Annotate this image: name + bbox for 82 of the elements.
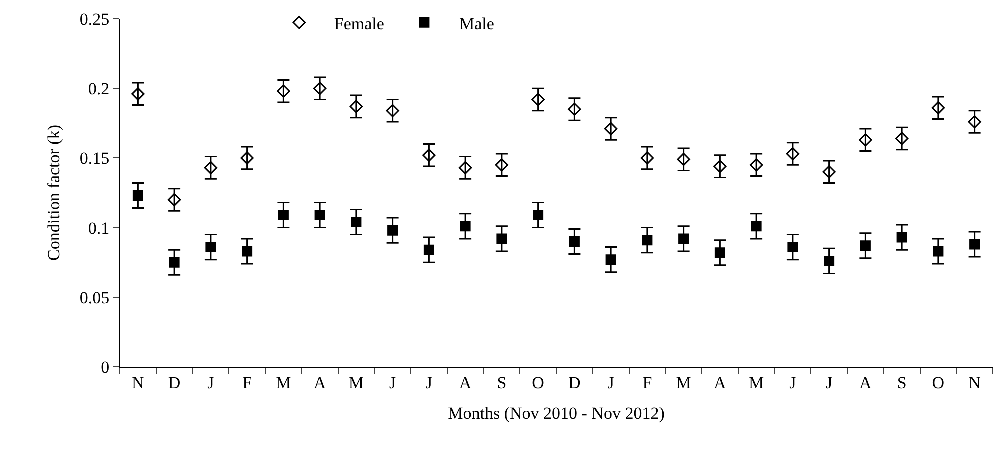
point <box>896 232 908 243</box>
x-tick-label: S <box>897 373 907 392</box>
y-tick-label: 0.2 <box>88 80 110 99</box>
point <box>895 132 909 146</box>
point <box>678 234 690 244</box>
x-tick-label: F <box>242 373 252 392</box>
x-tick-label: J <box>826 373 833 392</box>
x-tick-label: J <box>790 373 797 392</box>
point <box>240 152 254 165</box>
point <box>714 248 726 258</box>
point <box>424 244 434 256</box>
x-tick-label: M <box>748 373 764 392</box>
point <box>386 104 400 118</box>
point <box>422 148 436 162</box>
point <box>532 93 545 106</box>
point <box>460 221 471 232</box>
x-tick-label: N <box>968 373 981 392</box>
point <box>168 193 182 207</box>
point <box>458 161 472 175</box>
point <box>968 115 982 129</box>
y-tick-label: 0 <box>101 358 110 377</box>
point <box>932 101 946 115</box>
point <box>933 246 944 257</box>
x-tick-label: S <box>497 373 507 392</box>
point <box>604 122 618 136</box>
x-tick-label: F <box>642 373 652 392</box>
point <box>132 190 144 202</box>
x-tick-label: D <box>168 373 181 392</box>
point <box>750 158 764 172</box>
point <box>351 216 362 228</box>
x-tick-label: J <box>608 373 615 392</box>
point <box>786 147 800 161</box>
legend-label: Female <box>334 14 384 34</box>
point <box>822 166 836 179</box>
x-axis-title: Months (Nov 2010 - Nov 2012) <box>448 404 665 423</box>
point <box>278 210 289 221</box>
x-tick-label: A <box>860 373 873 392</box>
y-axis-title: Condition factor (k) <box>44 125 64 261</box>
point <box>860 240 871 252</box>
point <box>606 254 616 266</box>
point <box>350 100 364 114</box>
point <box>569 236 580 247</box>
point <box>495 158 509 172</box>
point <box>132 88 145 101</box>
x-tick-label: O <box>932 373 945 392</box>
x-tick-label: J <box>426 373 433 392</box>
y-tick-label: 0.05 <box>80 288 110 308</box>
point <box>313 82 327 96</box>
x-tick-label: M <box>676 373 692 392</box>
x-tick-label: A <box>714 373 728 392</box>
point <box>859 134 872 147</box>
x-tick-label: A <box>459 373 472 392</box>
y-tick-label: 0.1 <box>88 218 110 238</box>
point <box>169 257 180 268</box>
x-tick-label: M <box>276 373 292 392</box>
point <box>533 210 544 221</box>
point <box>388 225 398 236</box>
point <box>824 256 835 266</box>
point <box>242 246 253 257</box>
y-tick-label: 0.25 <box>80 10 110 29</box>
x-tick-label: O <box>532 373 544 392</box>
x-tick-label: A <box>314 373 327 392</box>
point <box>204 161 218 175</box>
point <box>496 234 508 244</box>
point <box>970 239 980 250</box>
point <box>714 160 727 174</box>
x-tick-label: D <box>568 373 581 392</box>
point <box>677 152 690 166</box>
point <box>314 210 326 221</box>
x-tick-label: J <box>208 373 215 392</box>
x-tick-label: N <box>132 373 144 392</box>
x-tick-label: M <box>348 373 364 392</box>
x-tick-label: J <box>389 373 396 392</box>
legend-label: Male <box>459 14 494 34</box>
point <box>751 221 762 232</box>
point <box>788 242 798 253</box>
point <box>206 242 216 253</box>
point <box>640 152 654 165</box>
y-tick-label: 0.15 <box>80 149 110 168</box>
point <box>277 84 290 98</box>
point <box>642 235 653 246</box>
point <box>568 102 582 116</box>
